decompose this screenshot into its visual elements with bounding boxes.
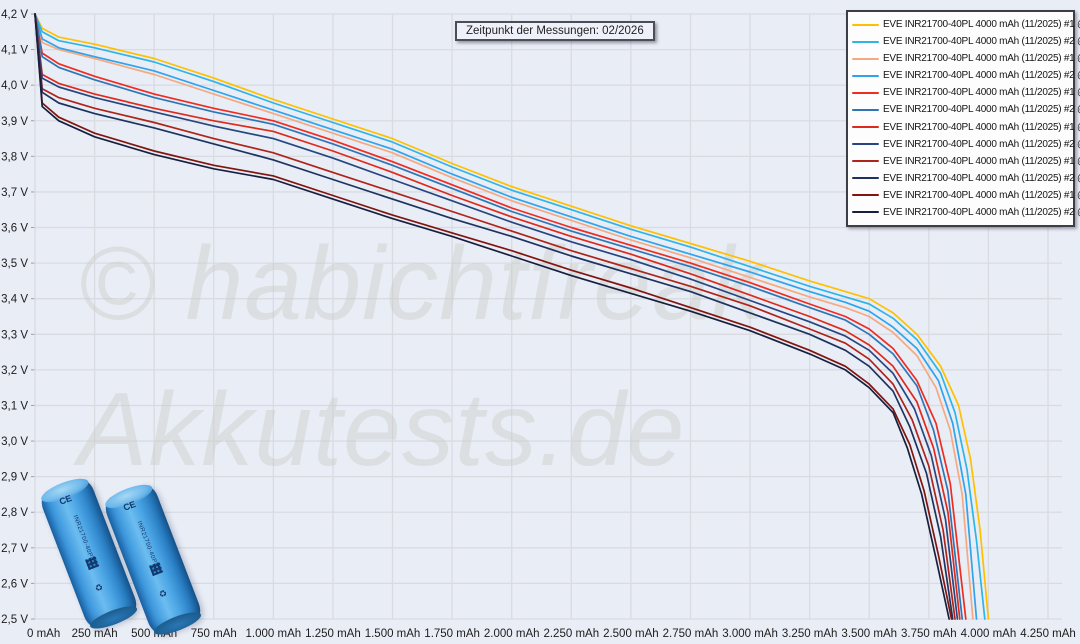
series-curve xyxy=(34,13,954,620)
measurement-date-box: Zeitpunkt der Messungen: 02/2026 xyxy=(455,21,655,41)
legend-swatch xyxy=(852,74,879,77)
x-axis-label: 3.500 mAh xyxy=(841,628,897,640)
legend-item: EVE INR21700-40PL 4000 mAh (11/2025) #1 … xyxy=(852,85,1080,101)
series-curve xyxy=(34,13,974,620)
x-axis-label: 3.250 mAh xyxy=(782,628,838,640)
x-axis-label: 4.000 mAh xyxy=(961,628,1017,640)
x-axis-label: 2.750 mAh xyxy=(663,628,719,640)
legend-swatch xyxy=(852,57,879,60)
legend-item: EVE INR21700-40PL 4000 mAh (11/2025) #2 … xyxy=(852,136,1080,152)
x-axis-label: 4.250 mAh xyxy=(1020,628,1076,640)
legend-swatch xyxy=(852,211,879,214)
x-axis-label: 2.000 mAh xyxy=(484,628,540,640)
legend-item: EVE INR21700-40PL 4000 mAh (11/2025) #1 … xyxy=(852,51,1080,67)
legend-swatch xyxy=(852,40,879,43)
x-axis-label: 3.750 mAh xyxy=(901,628,957,640)
y-axis-label: 3,1 V xyxy=(1,400,28,412)
legend-swatch xyxy=(852,194,879,197)
legend-item: EVE INR21700-40PL 4000 mAh (11/2025) #2 … xyxy=(852,102,1080,118)
legend-item: EVE INR21700-40PL 4000 mAh (11/2025) #1 … xyxy=(852,153,1080,169)
legend-item: EVE INR21700-40PL 4000 mAh (11/2025) #1 … xyxy=(852,119,1080,135)
legend-item: EVE INR21700-40PL 4000 mAh (11/2025) #2 … xyxy=(852,170,1080,186)
y-axis-label: 3,3 V xyxy=(1,329,28,341)
legend-item: EVE INR21700-40PL 4000 mAh (11/2025) #2 … xyxy=(852,34,1080,50)
legend-swatch xyxy=(852,91,879,94)
y-axis-label: 3,4 V xyxy=(1,294,28,306)
legend-swatch xyxy=(852,126,879,128)
legend-swatch xyxy=(852,143,879,146)
x-axis-label: 1.250 mAh xyxy=(305,628,361,640)
y-axis-label: 3,8 V xyxy=(1,151,28,163)
series-curve xyxy=(34,13,986,620)
y-axis-label: 2,8 V xyxy=(1,507,28,519)
series-curve xyxy=(34,13,953,620)
y-axis-label: 2,7 V xyxy=(1,543,28,555)
legend-label: EVE INR21700-40PL 4000 mAh (11/2025) #2 … xyxy=(883,104,1080,116)
legend-swatch xyxy=(852,177,879,180)
y-axis-label: 2,9 V xyxy=(1,472,28,484)
series-curve xyxy=(34,13,950,620)
legend-label: EVE INR21700-40PL 4000 mAh (11/2025) #2 … xyxy=(883,70,1080,82)
x-axis-label: 2.250 mAh xyxy=(543,628,599,640)
series-curve xyxy=(34,13,967,620)
y-axis-label: 3,9 V xyxy=(1,116,28,128)
legend-label: EVE INR21700-40PL 4000 mAh (11/2025) #1 … xyxy=(883,53,1080,65)
legend-label: EVE INR21700-40PL 4000 mAh (11/2025) #2 … xyxy=(883,138,1080,150)
y-axis-label: 2,6 V xyxy=(1,578,28,590)
series-curve xyxy=(34,13,990,620)
legend-item: EVE INR21700-40PL 4000 mAh (11/2025) #2 … xyxy=(852,204,1080,220)
y-axis-label: 3,5 V xyxy=(1,258,28,270)
legend-item: EVE INR21700-40PL 4000 mAh (11/2025) #2 … xyxy=(852,68,1080,84)
legend: EVE INR21700-40PL 4000 mAh (11/2025) #1 … xyxy=(846,10,1080,227)
legend-label: EVE INR21700-40PL 4000 mAh (11/2025) #2 … xyxy=(883,172,1080,184)
legend-swatch xyxy=(852,160,879,163)
legend-label: EVE INR21700-40PL 4000 mAh (11/2025) #2 … xyxy=(883,206,1080,218)
x-axis-label: 1.750 mAh xyxy=(424,628,480,640)
legend-label: EVE INR21700-40PL 4000 mAh (11/2025) #1 … xyxy=(883,189,1080,201)
y-axis-label: 4,0 V xyxy=(1,80,28,92)
series-curve xyxy=(34,13,956,620)
legend-swatch xyxy=(852,108,879,111)
legend-swatch xyxy=(852,23,879,26)
series-curve xyxy=(34,13,978,620)
series-curve xyxy=(34,13,964,620)
series-curve xyxy=(34,13,959,620)
y-axis-label: 3,2 V xyxy=(1,365,28,377)
y-axis-label: 4,2 V xyxy=(1,9,28,21)
legend-label: EVE INR21700-40PL 4000 mAh (11/2025) #1 … xyxy=(883,87,1080,99)
y-axis-label: 3,0 V xyxy=(1,436,28,448)
legend-item: EVE INR21700-40PL 4000 mAh (11/2025) #1 … xyxy=(852,187,1080,203)
x-axis-label: 1.500 mAh xyxy=(365,628,421,640)
legend-label: EVE INR21700-40PL 4000 mAh (11/2025) #1 … xyxy=(883,19,1080,31)
x-axis-label: 1.000 mAh xyxy=(246,628,302,640)
legend-label: EVE INR21700-40PL 4000 mAh (11/2025) #2 … xyxy=(883,36,1080,48)
y-axis-label: 4,1 V xyxy=(1,45,28,57)
legend-item: EVE INR21700-40PL 4000 mAh (11/2025) #1 … xyxy=(852,17,1080,33)
y-axis-label: 2,5 V xyxy=(1,614,28,626)
legend-label: EVE INR21700-40PL 4000 mAh (11/2025) #1 … xyxy=(883,155,1080,167)
legend-label: EVE INR21700-40PL 4000 mAh (11/2025) #1 … xyxy=(883,121,1080,133)
series-curve xyxy=(34,13,961,620)
y-axis-label: 3,6 V xyxy=(1,223,28,235)
x-axis-label: 2.500 mAh xyxy=(603,628,659,640)
y-axis-label: 3,7 V xyxy=(1,187,28,199)
x-axis-label: 3.000 mAh xyxy=(722,628,778,640)
